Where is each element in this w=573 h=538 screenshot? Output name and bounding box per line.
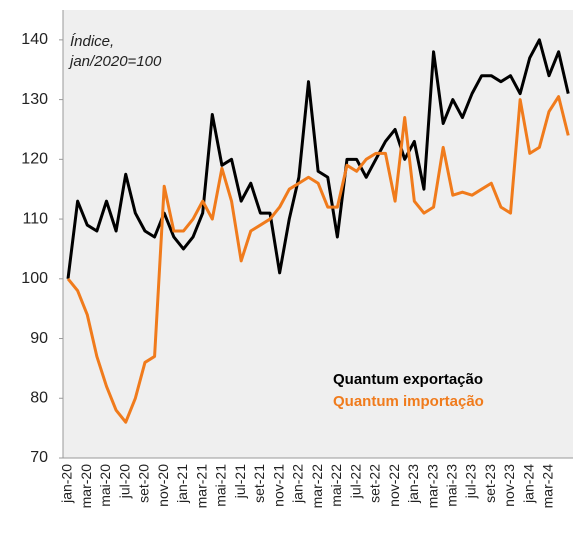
y-tick-label: 110 <box>22 210 48 227</box>
x-tick-label: nov-23 <box>501 464 517 507</box>
y-tick-label: 90 <box>30 330 48 347</box>
x-tick-label: jul-21 <box>232 464 248 499</box>
y-tick-label: 80 <box>30 389 48 406</box>
legend-entry: Quantum exportação <box>333 371 483 388</box>
x-tick-label: set-21 <box>251 464 267 503</box>
y-tick-label: 120 <box>21 151 48 168</box>
x-tick-label: nov-22 <box>386 464 402 507</box>
series-line <box>66 95 570 424</box>
x-tick-label: mar-23 <box>424 464 440 509</box>
x-tick-label: set-22 <box>367 464 383 503</box>
x-tick-label: jan-23 <box>405 464 421 504</box>
x-tick-label: jan-21 <box>174 464 190 504</box>
x-tick-label: nov-21 <box>270 464 286 507</box>
x-tick-label: jul-22 <box>347 464 363 499</box>
x-tick-label: mar-20 <box>78 464 94 509</box>
legend-entry: Quantum importação <box>333 393 484 410</box>
x-tick-label: jan-22 <box>290 464 306 504</box>
x-tick-label: nov-20 <box>155 464 171 507</box>
y-tick-label: 100 <box>21 270 48 287</box>
x-tick-label: mar-21 <box>193 464 209 509</box>
x-tick-label: jul-23 <box>463 464 479 499</box>
y-tick-label: 140 <box>21 31 48 48</box>
x-tick-label: mar-22 <box>309 464 325 509</box>
x-tick-label: jul-20 <box>116 464 132 499</box>
x-tick-label: jan-24 <box>520 464 536 504</box>
y-tick-label: 70 <box>30 449 48 466</box>
y-tick-label: 130 <box>21 91 48 108</box>
x-tick-label: jan-20 <box>59 464 75 504</box>
annotation: Índice, <box>70 33 114 50</box>
series-line <box>66 38 570 279</box>
x-tick-label: mai-23 <box>444 464 460 507</box>
annotation: jan/2020=100 <box>68 53 162 70</box>
x-tick-label: mai-21 <box>213 464 229 507</box>
x-tick-label: mai-20 <box>97 464 113 507</box>
x-tick-label: set-23 <box>482 464 498 503</box>
x-tick-label: set-20 <box>136 464 152 503</box>
x-tick-label: mar-24 <box>540 464 556 509</box>
x-tick-label: mai-22 <box>328 464 344 507</box>
